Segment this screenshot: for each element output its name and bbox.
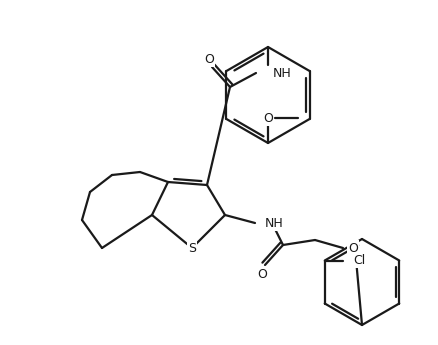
Text: Cl: Cl — [352, 254, 364, 267]
Text: O: O — [262, 111, 272, 125]
Text: S: S — [187, 241, 195, 255]
Text: O: O — [347, 241, 357, 255]
Text: O: O — [204, 52, 213, 66]
Text: NH: NH — [272, 67, 291, 79]
Text: NH: NH — [265, 217, 283, 229]
Text: O: O — [257, 267, 266, 280]
